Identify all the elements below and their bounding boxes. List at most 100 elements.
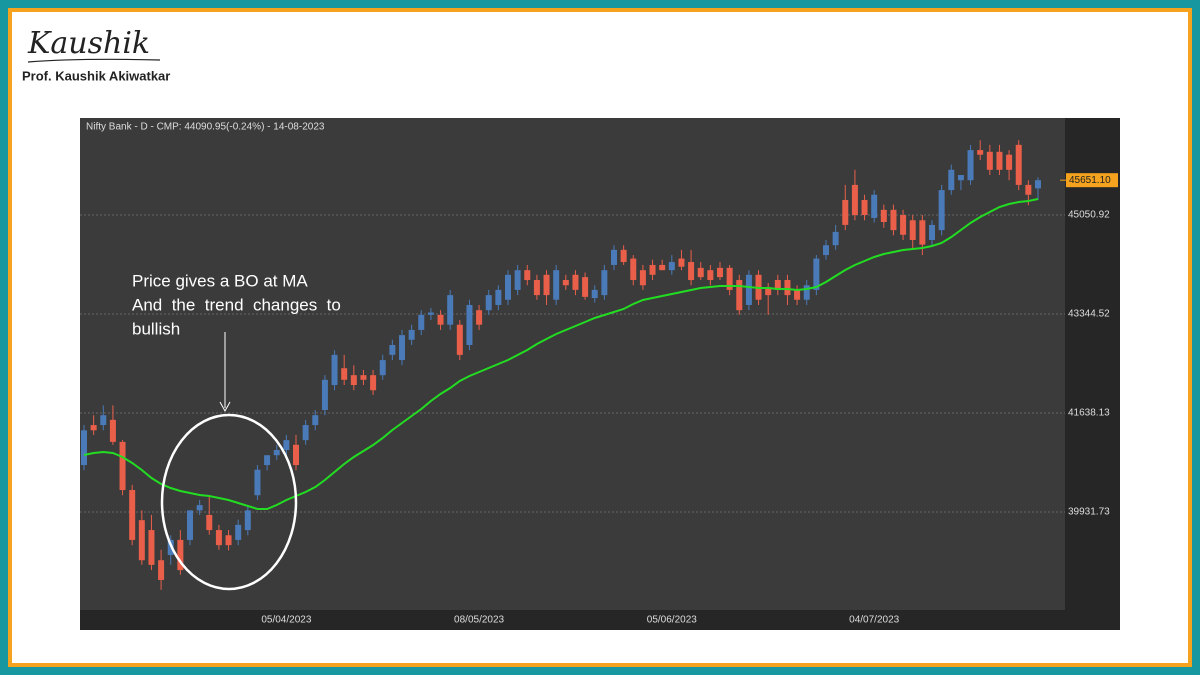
candle-body	[977, 150, 984, 155]
candle-body	[514, 270, 521, 290]
candle-body	[90, 425, 97, 431]
candle-body	[572, 274, 579, 290]
candle-body	[360, 375, 367, 380]
candle-body	[341, 368, 348, 380]
y-tick-label: 41638.13	[1068, 408, 1110, 419]
candle-body	[1006, 154, 1013, 170]
candle-body	[774, 280, 781, 290]
candle-body	[485, 295, 492, 311]
candle-body	[81, 430, 87, 466]
candle-body	[890, 209, 897, 231]
candle-body	[601, 270, 608, 296]
candle-body	[1025, 184, 1032, 195]
candle-body	[639, 270, 646, 286]
candle-body	[880, 209, 887, 223]
moving-average	[83, 198, 1039, 510]
candle-body	[196, 505, 203, 511]
candle-body	[871, 194, 878, 218]
candle-body	[591, 289, 598, 299]
candle-body	[109, 419, 116, 442]
marks: 45651.10	[81, 140, 1118, 590]
y-tick-label: 43344.52	[1068, 309, 1110, 320]
candle-body	[158, 560, 165, 580]
candle-body	[466, 304, 473, 346]
last-price-label: 45651.10	[1069, 175, 1111, 186]
candle-body	[302, 425, 309, 441]
candle-body	[408, 329, 415, 340]
candle-body	[427, 312, 434, 315]
candle-body	[832, 231, 839, 246]
candle-body	[784, 280, 791, 296]
author: Prof. Kaushik Akiwatkar	[22, 68, 170, 83]
candle-body	[456, 324, 463, 355]
candle-body	[697, 267, 704, 278]
candle-body	[803, 285, 810, 300]
annotation-line: bullish	[132, 319, 180, 338]
x-tick-label: 04/07/2023	[849, 615, 899, 626]
y-tick-label: 39931.73	[1068, 507, 1110, 518]
candle-body	[957, 175, 964, 181]
candle-body	[293, 444, 299, 466]
candle-body	[1015, 144, 1022, 185]
candle-body	[264, 455, 271, 466]
candle-body	[562, 280, 569, 286]
last-price-tag	[1066, 173, 1118, 188]
candle-body	[379, 360, 386, 376]
candle-body	[678, 258, 685, 267]
candle-body	[418, 314, 425, 330]
candle-body	[235, 524, 242, 540]
candle-body	[476, 310, 483, 325]
candle-body	[273, 450, 280, 456]
candle-body	[505, 274, 511, 300]
candle-body	[524, 270, 531, 281]
candle-body	[717, 267, 723, 278]
x-tick-label: 05/06/2023	[647, 615, 697, 626]
candle-body	[244, 510, 251, 531]
x-tick-label: 05/04/2023	[261, 615, 311, 626]
annotation: Price gives a BO at MA And the trend chan…	[132, 271, 341, 338]
highlight-ellipse	[160, 413, 298, 591]
arrow-head	[219, 401, 231, 413]
annotation-line: Price gives a BO at MA	[132, 271, 308, 290]
candle-body	[129, 490, 136, 540]
candle-body	[283, 440, 290, 451]
signature-underline	[27, 58, 161, 63]
candle-body	[659, 264, 666, 271]
candle-body	[389, 345, 396, 355]
candle-body	[553, 270, 560, 300]
candle-body	[119, 441, 126, 491]
candle-body	[370, 375, 377, 391]
chart-title: Nifty Bank - D - CMP: 44090.95(-0.24%) -…	[86, 122, 325, 133]
candle-body	[399, 335, 405, 361]
candle-body	[350, 375, 357, 386]
candle-body	[900, 215, 907, 235]
candle-body	[138, 520, 145, 561]
price-axis-area	[1065, 118, 1120, 630]
candle-body	[331, 354, 338, 386]
candle-body	[630, 258, 637, 281]
date-axis-area	[80, 610, 1065, 630]
candle-body	[813, 258, 820, 290]
candle-body	[611, 249, 617, 265]
candle-body	[649, 264, 656, 275]
y-tick-label: 45050.92	[1068, 210, 1110, 221]
candle-body	[726, 267, 733, 290]
candle-body	[736, 280, 743, 311]
grid: 39931.73 41638.13 43344.52 45050.92 05/04/20…	[80, 210, 1110, 626]
candle-body	[215, 530, 222, 546]
candle-body	[996, 151, 1003, 170]
candle-body	[861, 199, 868, 216]
candle-body	[187, 510, 193, 540]
candle-body	[254, 469, 261, 496]
candle-body	[437, 314, 444, 325]
candle-body	[312, 415, 319, 426]
candle-body	[851, 184, 858, 216]
candle-body	[177, 539, 184, 571]
candle-body	[688, 262, 695, 281]
candle-body	[967, 150, 974, 181]
candle-body	[668, 262, 675, 271]
candle-body	[909, 220, 916, 240]
candle-body	[765, 288, 772, 296]
